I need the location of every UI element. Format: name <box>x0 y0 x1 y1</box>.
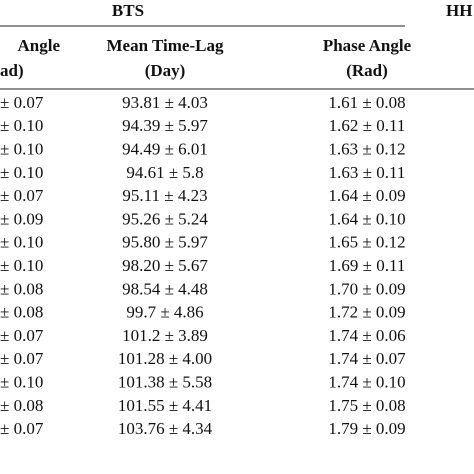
table-cell: 98.54 ± 4.48 <box>122 279 208 298</box>
table-cell: 1.74 ± 0.06 <box>328 326 405 345</box>
table-cell: 93.81 ± 4.03 <box>122 93 208 112</box>
table-cell: ± 0.09 <box>0 209 43 228</box>
table-cell: 1.79 ± 0.09 <box>328 419 405 438</box>
table-cell: 1.65 ± 0.12 <box>328 233 405 252</box>
table-cell: 99.7 ± 4.86 <box>126 303 203 322</box>
table-cell: ± 0.07 <box>0 419 44 438</box>
table-cell: 1.61 ± 0.08 <box>328 93 405 112</box>
table-cell: 1.64 ± 0.09 <box>328 186 405 205</box>
table-cell: ± 0.10 <box>0 233 43 252</box>
column-header: Phase Angle <box>323 36 412 55</box>
table-cell: 101.2 ± 3.89 <box>122 326 208 345</box>
table-cell: 1.70 ± 0.09 <box>328 279 405 298</box>
group-header: BTS <box>112 1 144 20</box>
table-cell: 101.38 ± 5.58 <box>118 373 212 392</box>
table-cell: 95.11 ± 4.23 <box>122 186 207 205</box>
table-cell: ± 0.07 <box>0 93 44 112</box>
table-cell: 95.80 ± 5.97 <box>122 233 208 252</box>
table-cell: 1.75 ± 0.08 <box>328 396 405 415</box>
table-cell: 1.63 ± 0.11 <box>329 163 406 182</box>
column-header: (Rad) <box>346 61 388 80</box>
table-cell: 1.63 ± 0.12 <box>328 140 405 159</box>
table-cell: 101.28 ± 4.00 <box>118 349 212 368</box>
table-cell: 94.39 ± 5.97 <box>122 116 208 135</box>
table-cell: 1.74 ± 0.07 <box>328 349 406 368</box>
table-cell: 1.62 ± 0.11 <box>329 116 406 135</box>
group-header: HH <box>446 1 472 20</box>
table-cell: ± 0.07 <box>0 186 44 205</box>
table-cell: ± 0.08 <box>0 279 43 298</box>
table-cell: ± 0.10 <box>0 373 43 392</box>
column-header: Mean Time-Lag <box>107 36 224 55</box>
table-cell: ± 0.10 <box>0 163 43 182</box>
column-header: ad) <box>0 61 24 80</box>
table-cell: 1.64 ± 0.10 <box>328 209 405 228</box>
table-cell: ± 0.10 <box>0 116 43 135</box>
table-cell: ± 0.07 <box>0 349 44 368</box>
table-cell: ± 0.10 <box>0 256 43 275</box>
table-cell: 94.49 ± 6.01 <box>122 140 208 159</box>
table-cell: 101.55 ± 4.41 <box>118 396 212 415</box>
table-cell: 1.69 ± 0.11 <box>329 256 406 275</box>
table-cell: ± 0.10 <box>0 140 43 159</box>
table-cell: 98.20 ± 5.67 <box>122 256 208 275</box>
table-cell: 1.72 ± 0.09 <box>328 303 405 322</box>
table-cell: ± 0.08 <box>0 396 43 415</box>
table-cell: 94.61 ± 5.8 <box>126 163 203 182</box>
table-cell: 95.26 ± 5.24 <box>122 209 208 228</box>
column-header: Angle <box>18 36 61 55</box>
table-cell: 1.74 ± 0.10 <box>328 373 405 392</box>
table-cell: ± 0.07 <box>0 326 44 345</box>
table-cell: ± 0.08 <box>0 303 43 322</box>
table-cell: 103.76 ± 4.34 <box>118 419 213 438</box>
column-header: (Day) <box>145 61 186 80</box>
